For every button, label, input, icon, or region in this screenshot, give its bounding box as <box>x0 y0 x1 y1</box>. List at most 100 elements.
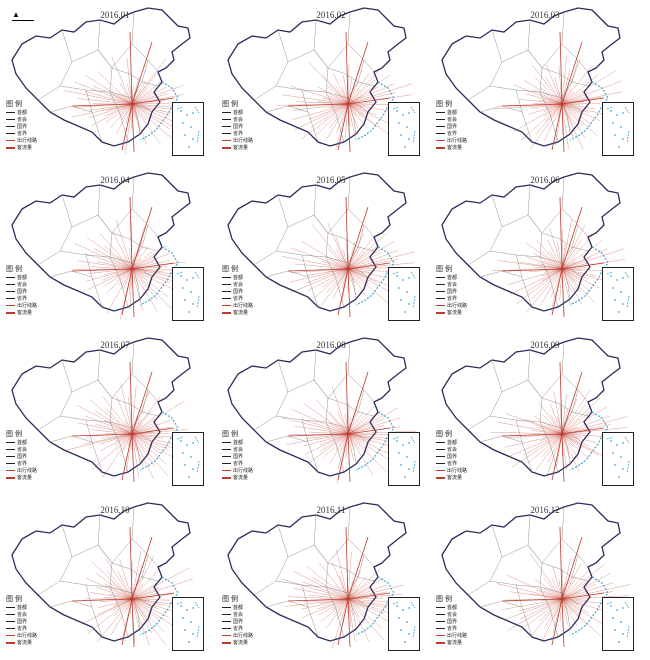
island-dot <box>620 621 622 623</box>
south-china-sea-inset <box>172 102 204 156</box>
legend-swatch <box>436 140 445 141</box>
legend-label: 省会 <box>233 612 243 618</box>
legend-label: 国界 <box>233 454 243 460</box>
legend-item: 客流量 <box>222 474 292 481</box>
legend-swatch <box>222 614 231 615</box>
legend-label: 省会 <box>233 447 243 453</box>
island-dot <box>404 641 406 643</box>
legend-swatch <box>222 140 231 141</box>
legend-item: 客流量 <box>436 309 506 316</box>
map-legend: 图 例首都省会国界省界出行线路客流量 <box>436 597 506 646</box>
map-panel: 2016.12 图 例首都省会国界省界出行线路客流量 <box>432 497 648 660</box>
legend-swatch <box>6 312 15 314</box>
legend-title: 图 例 <box>6 267 76 273</box>
legend-item: 出行线路 <box>6 302 76 309</box>
island-dot <box>402 609 404 611</box>
island-dot <box>408 633 410 635</box>
legend-swatch <box>436 305 445 306</box>
legend-label: 国界 <box>447 289 457 295</box>
legend-item: 首都 <box>222 439 292 446</box>
island-dot <box>620 291 622 293</box>
legend-label: 出行线路 <box>447 303 467 309</box>
legend-label: 客流量 <box>17 475 32 481</box>
south-china-sea-inset <box>602 597 634 651</box>
legend-label: 出行线路 <box>233 633 253 639</box>
island-dot <box>404 146 406 148</box>
legend-swatch <box>6 112 15 113</box>
island-dot <box>614 134 616 136</box>
legend-swatch <box>6 456 15 457</box>
island-dot <box>188 641 190 643</box>
island-dot <box>190 291 192 293</box>
island-dot <box>192 607 194 609</box>
south-china-sea-inset <box>602 102 634 156</box>
legend-swatch <box>222 112 231 113</box>
legend-label: 客流量 <box>233 145 248 151</box>
legend-title: 图 例 <box>6 597 76 603</box>
legend-label: 国界 <box>17 124 27 130</box>
panel-date: 2016.12 <box>510 505 580 515</box>
legend-swatch <box>222 277 231 278</box>
boundary-line <box>607 602 629 638</box>
panel-date: 2016.09 <box>510 340 580 350</box>
legend-item: 省会 <box>436 116 506 123</box>
legend-item: 客流量 <box>436 144 506 151</box>
legend-item: 国界 <box>222 618 292 625</box>
legend-label: 省界 <box>17 626 27 632</box>
legend-item: 省界 <box>436 460 506 467</box>
south-china-sea-inset <box>602 432 634 486</box>
island-dot <box>402 279 404 281</box>
legend-item: 出行线路 <box>436 467 506 474</box>
legend-item: 省会 <box>6 281 76 288</box>
legend-label: 客流量 <box>447 310 462 316</box>
legend-item: 出行线路 <box>222 302 292 309</box>
island-dot <box>404 311 406 313</box>
legend-label: 省界 <box>233 461 243 467</box>
legend-swatch <box>6 628 15 629</box>
legend-item: 首都 <box>436 274 506 281</box>
legend-title: 图 例 <box>222 267 292 273</box>
island-dot <box>406 456 408 458</box>
south-china-sea-inset <box>172 267 204 321</box>
legend-item: 客流量 <box>6 144 76 151</box>
legend-label: 首都 <box>447 440 457 446</box>
legend-title: 图 例 <box>222 432 292 438</box>
panel-date: 2016.01 <box>80 10 150 20</box>
legend-swatch <box>6 133 15 134</box>
legend-label: 国界 <box>447 454 457 460</box>
legend-swatch <box>436 119 445 120</box>
legend-label: 出行线路 <box>447 468 467 474</box>
island-dot <box>614 629 616 631</box>
map-legend: 图 例首都省会国界省界出行线路客流量 <box>436 102 506 151</box>
south-china-sea-inset <box>172 432 204 486</box>
legend-item: 首都 <box>436 109 506 116</box>
legend-swatch <box>6 284 15 285</box>
island-dot <box>188 476 190 478</box>
legend-title: 图 例 <box>6 432 76 438</box>
south-china-sea-inset <box>388 597 420 651</box>
legend-item: 国界 <box>6 618 76 625</box>
legend-label: 国界 <box>447 619 457 625</box>
legend-title: 图 例 <box>436 432 506 438</box>
boundary-line <box>177 602 199 638</box>
legend-label: 出行线路 <box>17 303 37 309</box>
island-dot <box>190 621 192 623</box>
island-dot <box>612 122 614 124</box>
boundary-line <box>393 602 415 638</box>
legend-swatch <box>436 470 445 471</box>
island-dot <box>616 444 618 446</box>
legend-item: 省会 <box>222 281 292 288</box>
island-dot <box>620 456 622 458</box>
island-dot <box>398 617 400 619</box>
legend-label: 国界 <box>17 454 27 460</box>
legend-label: 客流量 <box>447 145 462 151</box>
island-dot <box>192 277 194 279</box>
legend-label: 省会 <box>17 612 27 618</box>
legend-swatch <box>436 621 445 622</box>
legend-swatch <box>222 477 231 479</box>
south-china-sea-inset <box>388 267 420 321</box>
legend-label: 首都 <box>233 275 243 281</box>
legend-swatch <box>436 477 445 479</box>
legend-label: 首都 <box>447 110 457 116</box>
legend-label: 省会 <box>17 447 27 453</box>
